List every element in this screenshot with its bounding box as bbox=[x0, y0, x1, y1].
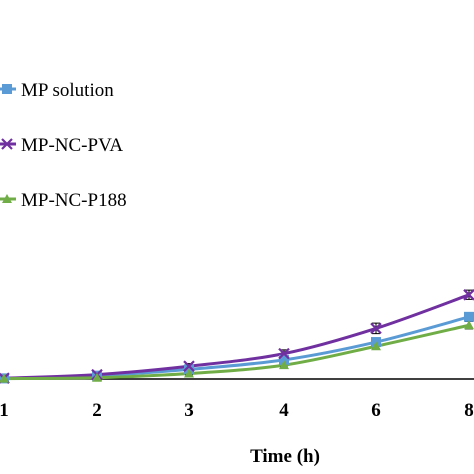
x-tick-label: 1 bbox=[0, 400, 9, 421]
legend-marker bbox=[1, 138, 13, 150]
legend-marker bbox=[2, 84, 12, 94]
data-point bbox=[92, 372, 102, 382]
x-tick-label: 6 bbox=[371, 400, 381, 421]
data-point bbox=[464, 311, 474, 322]
x-tick-label: 3 bbox=[184, 400, 194, 421]
data-point bbox=[463, 289, 474, 301]
data-point bbox=[464, 320, 474, 330]
data-point bbox=[371, 341, 381, 351]
x-axis-title: Time (h) bbox=[250, 446, 320, 467]
series-lines bbox=[3, 293, 470, 381]
x-tick-labels: 1 2 3 4 6 8 bbox=[0, 400, 474, 421]
series-line bbox=[3, 323, 470, 381]
legend-label: MP-NC-PVA bbox=[21, 135, 123, 156]
data-point bbox=[183, 360, 195, 372]
series-line bbox=[3, 293, 470, 380]
data-point bbox=[279, 360, 289, 370]
data-point bbox=[370, 322, 382, 335]
legend-label: MP-NC-P188 bbox=[21, 190, 127, 211]
legend: MP solution MP-NC-PVA MP-NC-P188 bbox=[0, 80, 127, 211]
x-tick-label: 4 bbox=[279, 400, 289, 421]
data-point bbox=[278, 347, 290, 360]
x-tick-label: 8 bbox=[464, 400, 474, 421]
legend-marker bbox=[2, 194, 12, 203]
data-point bbox=[279, 354, 289, 365]
x-tick-label: 2 bbox=[92, 400, 102, 421]
plot-area: 1 2 3 4 6 8 bbox=[0, 289, 474, 421]
data-point bbox=[0, 373, 9, 383]
legend-label: MP solution bbox=[21, 80, 114, 101]
data-point bbox=[184, 368, 194, 378]
data-markers bbox=[0, 289, 474, 384]
